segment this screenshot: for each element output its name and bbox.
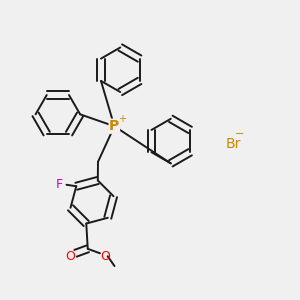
Text: −: − [235,129,244,139]
Text: +: + [118,114,126,124]
Text: O: O [101,250,110,263]
Text: F: F [56,178,63,191]
Text: Br: Br [226,137,241,151]
Text: O: O [65,250,75,263]
Text: P: P [109,119,119,133]
